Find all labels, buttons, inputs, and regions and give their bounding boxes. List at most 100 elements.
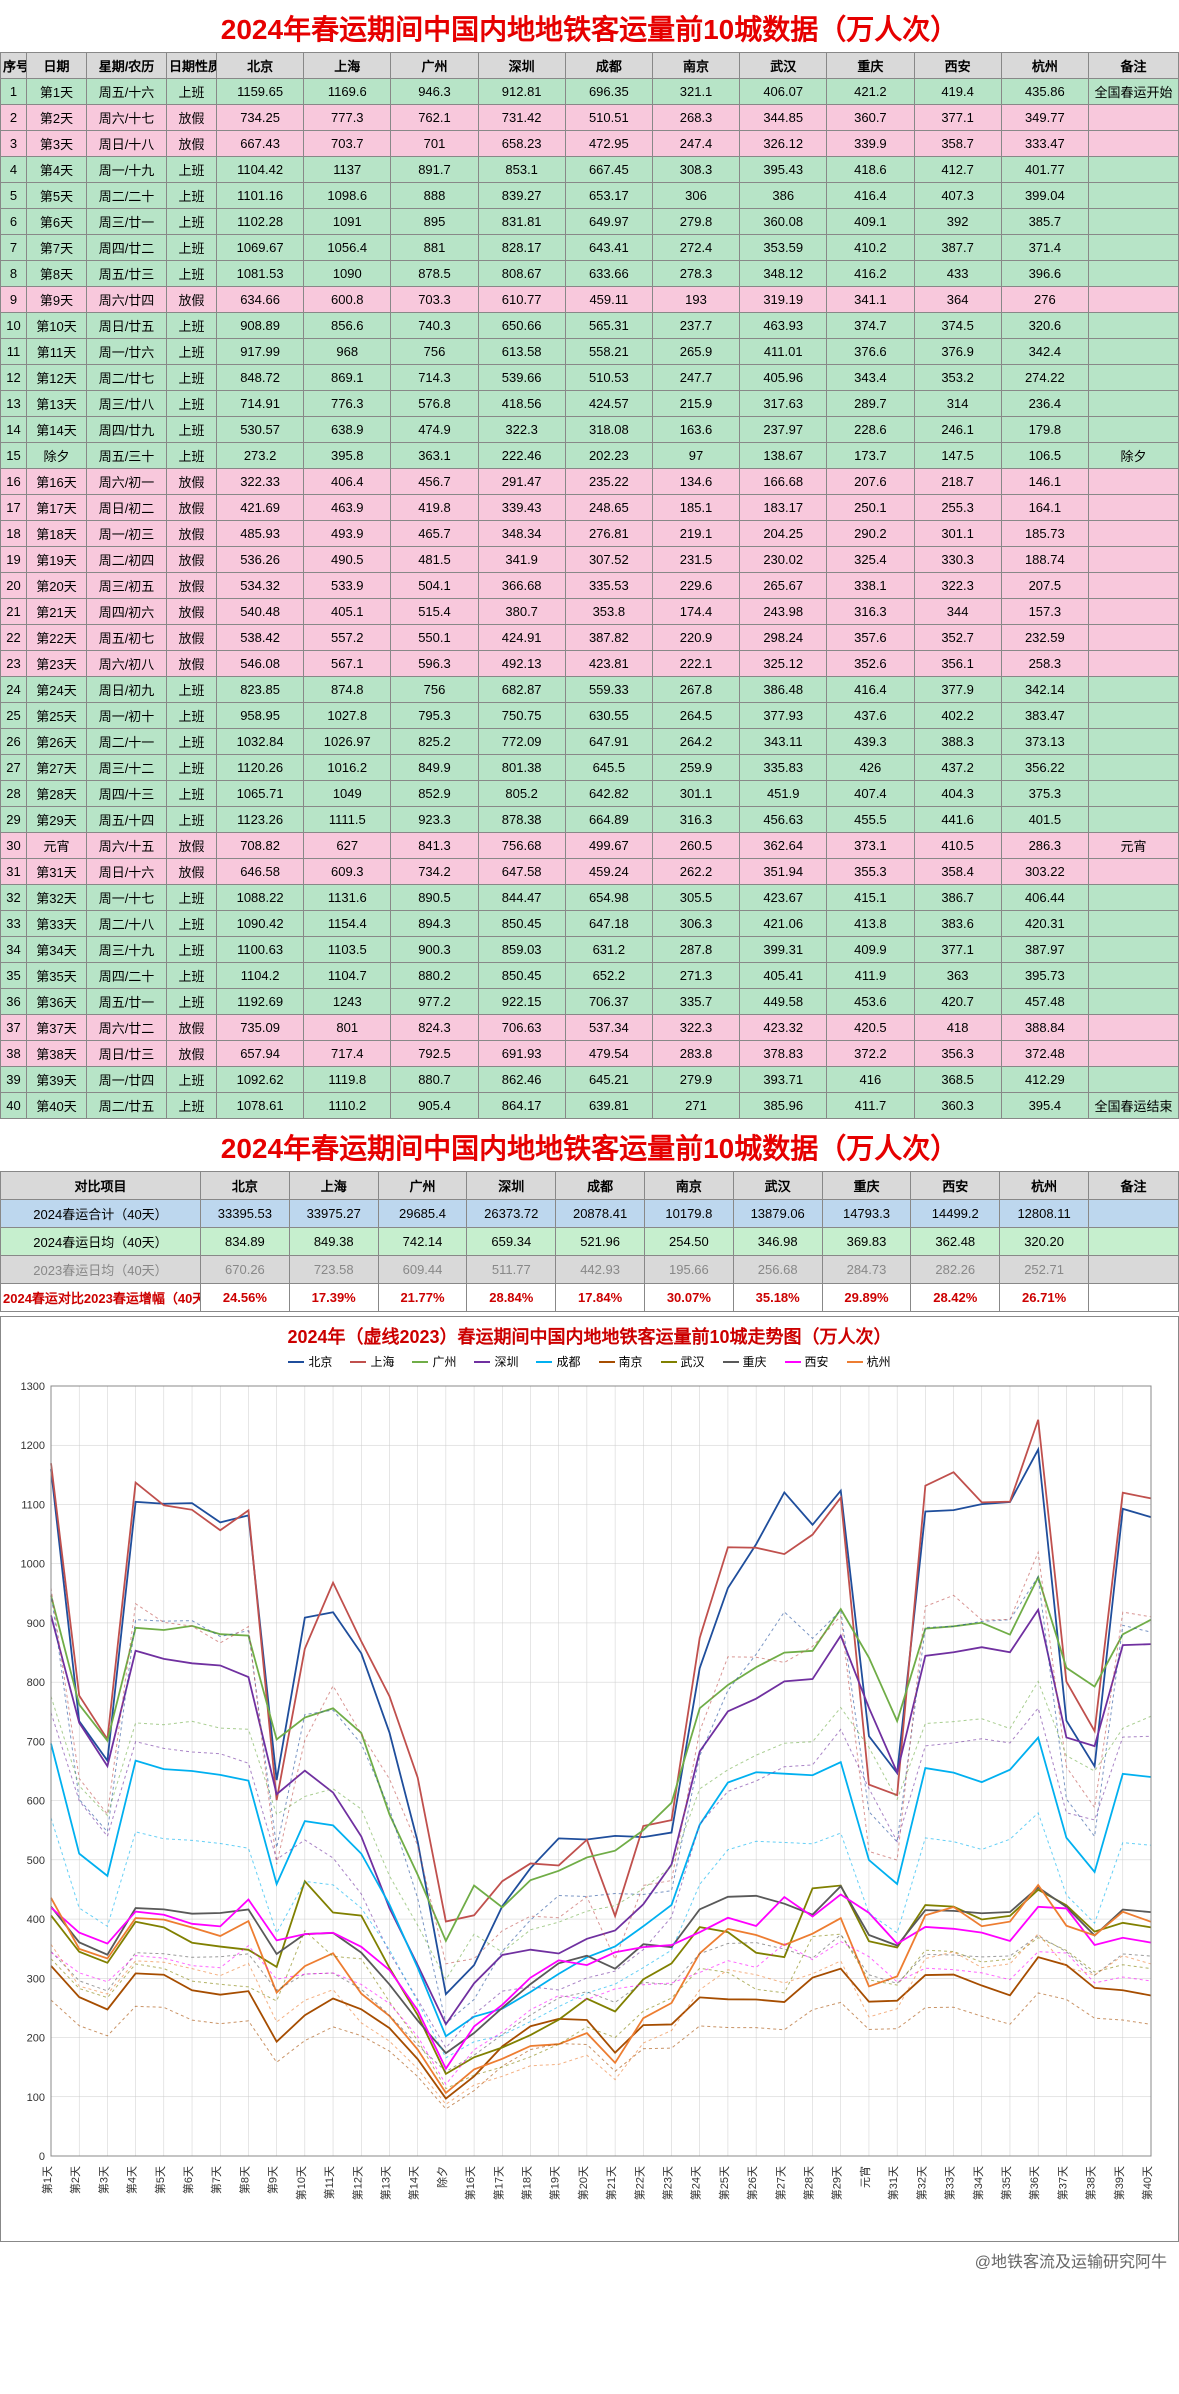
table-row: 7第7天周四/廿二上班1069.671056.4881828.17643.412… [1, 235, 1179, 261]
svg-text:元宵: 元宵 [858, 2166, 872, 2188]
svg-text:第38天: 第38天 [1084, 2166, 1098, 2200]
table-row: 4第4天周一/十九上班1104.421137891.7853.1667.4530… [1, 157, 1179, 183]
svg-text:除夕: 除夕 [435, 2166, 449, 2188]
legend-item: 武汉 [661, 1353, 705, 1370]
table-row: 37第37天周六/廿二放假735.09801824.3706.63537.343… [1, 1015, 1179, 1041]
svg-text:第31天: 第31天 [886, 2166, 900, 2200]
svg-text:1300: 1300 [21, 1381, 45, 1393]
svg-text:第7天: 第7天 [209, 2166, 223, 2194]
table-row: 30元宵周六/十五放假708.82627841.3756.68499.67260… [1, 833, 1179, 859]
svg-text:第23天: 第23天 [661, 2166, 675, 2200]
table-row: 25第25天周一/初十上班958.951027.8795.3750.75630.… [1, 703, 1179, 729]
col-header: 日期 [27, 53, 87, 79]
svg-text:第32天: 第32天 [914, 2166, 928, 2200]
svg-text:100: 100 [27, 2092, 45, 2104]
legend-item: 上海 [350, 1353, 394, 1370]
table-row: 20第20天周三/初五放假534.32533.9504.1366.68335.5… [1, 573, 1179, 599]
legend-item: 重庆 [723, 1353, 767, 1370]
svg-text:第10天: 第10天 [294, 2166, 308, 2200]
svg-text:第21天: 第21天 [604, 2166, 618, 2200]
summary-row: 2023春运日均（40天）670.26723.58609.44511.77442… [1, 1256, 1179, 1284]
chart-legend: 北京上海广州深圳成都南京武汉重庆西安杭州 [1, 1351, 1178, 1376]
summary-row: 2024春运合计（40天）33395.5333975.2729685.42637… [1, 1200, 1179, 1228]
summary-row: 2024春运日均（40天）834.89849.38742.14659.34521… [1, 1228, 1179, 1256]
table-row: 33第33天周二/十八上班1090.421154.4894.3850.45647… [1, 911, 1179, 937]
svg-text:第24天: 第24天 [689, 2166, 703, 2200]
table-row: 36第36天周五/廿一上班1192.691243977.2922.15706.3… [1, 989, 1179, 1015]
table-row: 5第5天周二/二十上班1101.161098.6888839.27653.173… [1, 183, 1179, 209]
chart-title: 2024年（虚线2023）春运期间中国内地地铁客运量前10城走势图（万人次） [1, 1317, 1178, 1351]
table-row: 31第31天周日/十六放假646.58609.3734.2647.58459.2… [1, 859, 1179, 885]
svg-text:第13天: 第13天 [378, 2166, 392, 2200]
svg-text:第33天: 第33天 [943, 2166, 957, 2200]
svg-text:第35天: 第35天 [999, 2166, 1013, 2200]
table-row: 1第1天周五/十六上班1159.651169.6946.3912.81696.3… [1, 79, 1179, 105]
svg-text:第28天: 第28天 [802, 2166, 816, 2200]
table-row: 23第23天周六/初八放假546.08567.1596.3492.13423.8… [1, 651, 1179, 677]
table-row: 39第39天周一/廿四上班1092.621119.8880.7862.46645… [1, 1067, 1179, 1093]
table-row: 38第38天周日/廿三放假657.94717.4792.5691.93479.5… [1, 1041, 1179, 1067]
svg-text:第20天: 第20天 [576, 2166, 590, 2200]
col-header: 成都 [565, 53, 652, 79]
table-row: 24第24天周日/初九上班823.85874.8756682.87559.332… [1, 677, 1179, 703]
svg-text:第39天: 第39天 [1112, 2166, 1126, 2200]
svg-text:第19天: 第19天 [548, 2166, 562, 2200]
table-row: 40第40天周二/廿五上班1078.611110.2905.4864.17639… [1, 1093, 1179, 1119]
table-row: 15除夕周五/三十上班273.2395.8363.1222.46202.2397… [1, 443, 1179, 469]
svg-text:1000: 1000 [21, 1559, 45, 1571]
table-row: 28第28天周四/十三上班1065.711049852.9805.2642.82… [1, 781, 1179, 807]
table-row: 10第10天周日/廿五上班908.89856.6740.3650.66565.3… [1, 313, 1179, 339]
table-row: 22第22天周五/初七放假538.42557.2550.1424.91387.8… [1, 625, 1179, 651]
legend-item: 西安 [785, 1353, 829, 1370]
col-header: 备注 [1089, 53, 1179, 79]
table-row: 2第2天周六/十七放假734.25777.3762.1731.42510.512… [1, 105, 1179, 131]
table-row: 35第35天周四/二十上班1104.21104.7880.2850.45652.… [1, 963, 1179, 989]
col-header: 杭州 [1001, 53, 1088, 79]
svg-text:第11天: 第11天 [322, 2166, 336, 2199]
main-table: 序号日期星期/农历日期性质北京上海广州深圳成都南京武汉重庆西安杭州备注 1第1天… [0, 52, 1179, 1119]
summary-row: 2024春运对比2023春运增幅（40天）24.56%17.39%21.77%2… [1, 1284, 1179, 1312]
col-header: 上海 [304, 53, 391, 79]
svg-text:第17天: 第17天 [491, 2166, 505, 2200]
table-row: 17第17天周日/初二放假421.69463.9419.8339.43248.6… [1, 495, 1179, 521]
svg-text:第9天: 第9天 [266, 2166, 280, 2194]
footer-credit: @地铁客流及运输研究阿牛 [0, 2242, 1179, 2282]
svg-text:900: 900 [27, 1618, 45, 1630]
legend-item: 南京 [599, 1353, 643, 1370]
table-row: 13第13天周三/廿八上班714.91776.3576.8418.56424.5… [1, 391, 1179, 417]
svg-text:500: 500 [27, 1855, 45, 1867]
svg-text:第2天: 第2天 [68, 2166, 82, 2194]
chart-svg: 0100200300400500600700800900100011001200… [1, 1376, 1161, 2236]
summary-table: 对比项目北京上海广州深圳成都南京武汉重庆西安杭州备注 2024春运合计（40天）… [0, 1171, 1179, 1312]
svg-text:第8天: 第8天 [237, 2166, 251, 2194]
col-header: 重庆 [827, 53, 914, 79]
table-row: 3第3天周日/十八放假667.43703.7701658.23472.95247… [1, 131, 1179, 157]
table-row: 27第27天周三/十二上班1120.261016.2849.9801.38645… [1, 755, 1179, 781]
table-row: 11第11天周一/廿六上班917.99968756613.58558.21265… [1, 339, 1179, 365]
table-row: 19第19天周二/初四放假536.26490.5481.5341.9307.52… [1, 547, 1179, 573]
col-header: 深圳 [478, 53, 565, 79]
svg-text:第5天: 第5天 [153, 2166, 167, 2194]
summary-title: 2024年春运期间中国内地地铁客运量前10城数据（万人次） [0, 1119, 1179, 1171]
table-row: 32第32天周一/十七上班1088.221131.6890.5844.47654… [1, 885, 1179, 911]
svg-text:第3天: 第3天 [96, 2166, 110, 2194]
svg-text:200: 200 [27, 2033, 45, 2045]
legend-item: 深圳 [474, 1353, 518, 1370]
svg-text:第4天: 第4天 [125, 2166, 139, 2194]
trend-chart: 2024年（虚线2023）春运期间中国内地地铁客运量前10城走势图（万人次） 北… [0, 1316, 1179, 2242]
svg-text:300: 300 [27, 1973, 45, 1985]
svg-text:第18天: 第18天 [519, 2166, 533, 2200]
svg-text:第25天: 第25天 [717, 2166, 731, 2200]
main-title: 2024年春运期间中国内地地铁客运量前10城数据（万人次） [0, 0, 1179, 52]
col-header: 日期性质 [167, 53, 217, 79]
svg-text:第36天: 第36天 [1027, 2166, 1041, 2200]
svg-text:1200: 1200 [21, 1440, 45, 1452]
table-row: 34第34天周三/十九上班1100.631103.5900.3859.03631… [1, 937, 1179, 963]
table-row: 9第9天周六/廿四放假634.66600.8703.3610.77459.111… [1, 287, 1179, 313]
svg-text:600: 600 [27, 1796, 45, 1808]
svg-text:第27天: 第27天 [773, 2166, 787, 2200]
table-row: 18第18天周一/初三放假485.93493.9465.7348.34276.8… [1, 521, 1179, 547]
svg-text:第12天: 第12天 [350, 2166, 364, 2200]
legend-item: 杭州 [847, 1353, 891, 1370]
legend-item: 广州 [412, 1353, 456, 1370]
